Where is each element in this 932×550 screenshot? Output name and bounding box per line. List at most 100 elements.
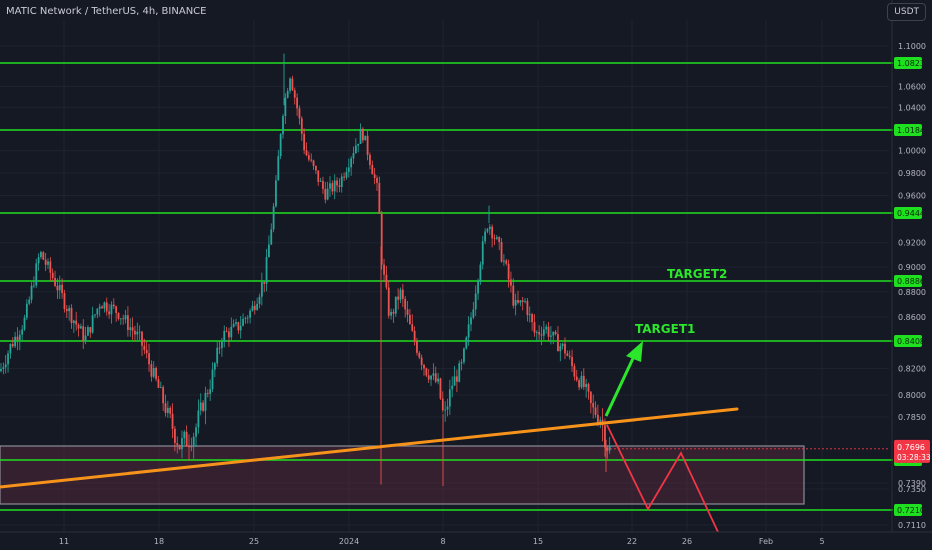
candle-body-36 <box>84 335 87 342</box>
candle-body-2 <box>4 364 7 368</box>
candle-body-148 <box>347 167 350 172</box>
candle-body-109 <box>256 303 259 310</box>
y-tick-15: 0.7110 <box>898 521 926 530</box>
candle-body-244 <box>573 366 576 377</box>
candle-body-77 <box>181 438 183 450</box>
candle-body-116 <box>272 206 275 230</box>
candle-body-217 <box>510 279 512 286</box>
candle-body-250 <box>587 383 590 392</box>
candle-body-55 <box>129 327 132 331</box>
candle-body-179 <box>420 357 423 365</box>
candle-body-216 <box>507 263 510 280</box>
candle-body-158 <box>371 165 374 175</box>
candle-body-210 <box>493 238 496 239</box>
candle-body-183 <box>430 375 432 380</box>
candle-body-188 <box>441 398 444 411</box>
candle-body-246 <box>578 380 580 388</box>
candle-body-203 <box>477 280 479 294</box>
candle-body-194 <box>456 376 458 382</box>
candle-body-30 <box>70 307 73 323</box>
candle-body-223 <box>524 300 526 302</box>
candle-body-240 <box>564 343 566 354</box>
candle-body-57 <box>134 330 136 335</box>
candle-body-178 <box>418 352 421 358</box>
y-tick-0: 1.1000 <box>898 42 926 51</box>
candle-body-175 <box>411 324 414 331</box>
x-tick-8: Feb <box>759 537 773 546</box>
candle-body-134 <box>315 165 317 171</box>
candle-body-44 <box>103 302 106 309</box>
x-tick-4: 8 <box>440 537 445 546</box>
candle-body-213 <box>500 242 503 262</box>
y-tick-7: 0.9000 <box>898 263 926 272</box>
candle-body-23 <box>54 277 56 286</box>
candle-body-75 <box>176 443 179 446</box>
candle-body-47 <box>110 304 113 315</box>
x-tick-0: 11 <box>59 537 69 546</box>
candle-body-41 <box>96 308 99 315</box>
candle-body-169 <box>397 296 400 300</box>
candle-body-166 <box>390 311 392 316</box>
candle-body-259 <box>608 445 611 451</box>
candle-body-114 <box>268 244 270 258</box>
candle-body-113 <box>265 257 268 284</box>
candle-body-140 <box>329 183 331 189</box>
candle-body-100 <box>235 322 237 324</box>
level-badge-label-1: 1.0184 <box>897 126 925 135</box>
candle-body-247 <box>580 375 583 388</box>
candle-body-66 <box>155 368 157 380</box>
y-tick-13: 0.7390 <box>898 479 926 488</box>
x-tick-5: 15 <box>533 537 543 546</box>
currency-button[interactable]: USDT <box>887 3 926 21</box>
candle-body-54 <box>127 315 129 331</box>
candle-body-242 <box>568 355 571 357</box>
x-tick-7: 26 <box>682 537 692 546</box>
candle-body-76 <box>178 445 181 450</box>
candle-body-230 <box>540 334 543 336</box>
candle-body-111 <box>260 282 263 297</box>
candle-body-127 <box>298 108 301 119</box>
candle-body-192 <box>451 385 454 390</box>
y-tick-5: 0.9600 <box>898 192 926 201</box>
candle-body-37 <box>87 327 89 336</box>
y-tick-4: 0.9800 <box>898 169 926 178</box>
candle-body-10 <box>23 317 26 330</box>
candle-body-149 <box>350 158 353 168</box>
level-badge-label-6: 0.7210 <box>897 506 925 515</box>
candle-body-157 <box>369 154 371 166</box>
candle-body-229 <box>538 332 541 335</box>
candle-body-110 <box>258 296 261 304</box>
candle-body-39 <box>91 315 94 333</box>
candle-body-207 <box>486 229 489 232</box>
candle-body-159 <box>373 174 376 178</box>
candle-body-139 <box>326 188 329 200</box>
candle-body-86 <box>202 402 204 411</box>
level-badge-3 <box>894 275 922 287</box>
candle-body-155 <box>364 135 367 141</box>
candle-body-121 <box>284 97 287 117</box>
candle-body-94 <box>221 341 223 349</box>
candle-body-108 <box>253 305 256 310</box>
level-badge-4 <box>894 335 922 347</box>
candle-body-199 <box>467 324 470 338</box>
candle-body-173 <box>406 309 409 315</box>
candle-body-172 <box>404 298 407 310</box>
candle-body-98 <box>230 326 233 338</box>
y-tick-12: 0.7850 <box>898 413 926 422</box>
candle-body-83 <box>195 427 197 437</box>
level-badge-0 <box>894 57 922 69</box>
candle-body-252 <box>592 402 595 408</box>
candle-body-106 <box>249 310 251 318</box>
candle-body-132 <box>310 159 313 161</box>
candle-body-11 <box>25 303 28 318</box>
candle-body-25 <box>58 284 61 291</box>
candle-body-17 <box>40 252 42 258</box>
candle-body-129 <box>303 133 306 151</box>
candle-body-101 <box>237 322 240 331</box>
candle-body-52 <box>122 318 125 320</box>
level-badge-label-2: 0.9444 <box>897 209 925 218</box>
candle-body-14 <box>33 285 35 287</box>
candle-body-128 <box>300 118 303 134</box>
candle-body-167 <box>392 311 395 314</box>
